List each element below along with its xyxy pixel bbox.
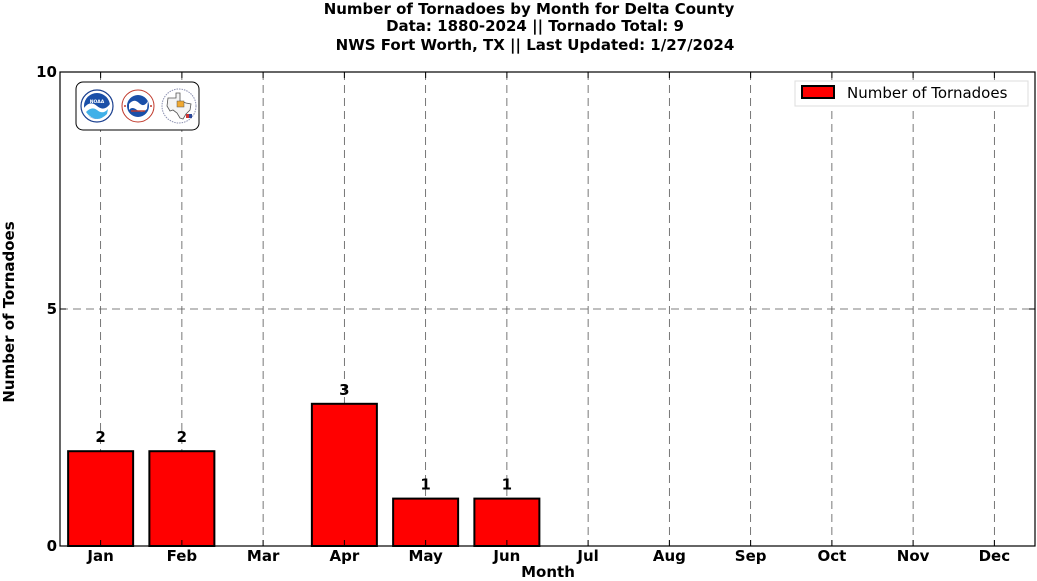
noaa-logo-icon: NOAA <box>80 89 114 123</box>
bar-apr <box>310 402 378 547</box>
x-tick-label: Jun <box>492 547 520 565</box>
y-tick-label: 0 <box>47 537 57 555</box>
chart-subtitle-data: Data: 1880-2024 || Tornado Total: 9 <box>386 17 684 36</box>
agency-logos: NOAA <box>75 81 200 131</box>
x-tick-label: Apr <box>330 547 360 565</box>
x-tick-label: Oct <box>817 547 846 565</box>
x-tick-label: Jan <box>86 547 113 565</box>
data-label: 2 <box>177 428 187 446</box>
x-tick-label: Jul <box>576 547 598 565</box>
x-tick-label: Feb <box>167 547 198 565</box>
x-tick-label: Nov <box>897 547 930 565</box>
chart-title: Number of Tornadoes by Month for Delta C… <box>324 0 735 18</box>
data-labels: 2 2 3 1 1 <box>95 381 512 494</box>
legend-label: Number of Tornadoes <box>847 84 1008 102</box>
x-tick-label: May <box>408 547 443 565</box>
bars <box>67 402 541 548</box>
bar-may <box>392 497 460 548</box>
data-label: 1 <box>502 476 512 494</box>
y-axis-label: Number of Tornadoes <box>0 221 18 402</box>
y-axis-ticks: 0 5 10 <box>36 63 1035 555</box>
data-label: 2 <box>95 428 105 446</box>
y-tick-label: 5 <box>47 300 57 318</box>
legend-swatch <box>801 85 835 99</box>
y-tick-label: 10 <box>36 63 57 81</box>
texas-logo-icon <box>161 88 197 124</box>
bar-jan <box>67 450 135 548</box>
bar-jun <box>473 497 541 548</box>
x-tick-label: Aug <box>653 547 686 565</box>
x-axis-label: Month <box>521 563 575 581</box>
x-tick-label: Mar <box>247 547 280 565</box>
bar-feb <box>148 450 216 548</box>
data-label: 1 <box>420 476 430 494</box>
nws-logo-icon <box>121 89 155 123</box>
x-tick-label: Dec <box>979 547 1011 565</box>
legend: Number of Tornadoes <box>794 80 1029 107</box>
x-tick-label: Sep <box>735 547 767 565</box>
data-label: 3 <box>339 381 349 399</box>
x-axis-ticks: Jan Feb Mar Apr May Jun Jul Aug Sep Oct Nov Dec <box>86 72 1010 565</box>
noaa-logo-text: NOAA <box>90 99 105 105</box>
chart-subtitle-office: NWS Fort Worth, TX || Last Updated: 1/27… <box>336 36 735 55</box>
